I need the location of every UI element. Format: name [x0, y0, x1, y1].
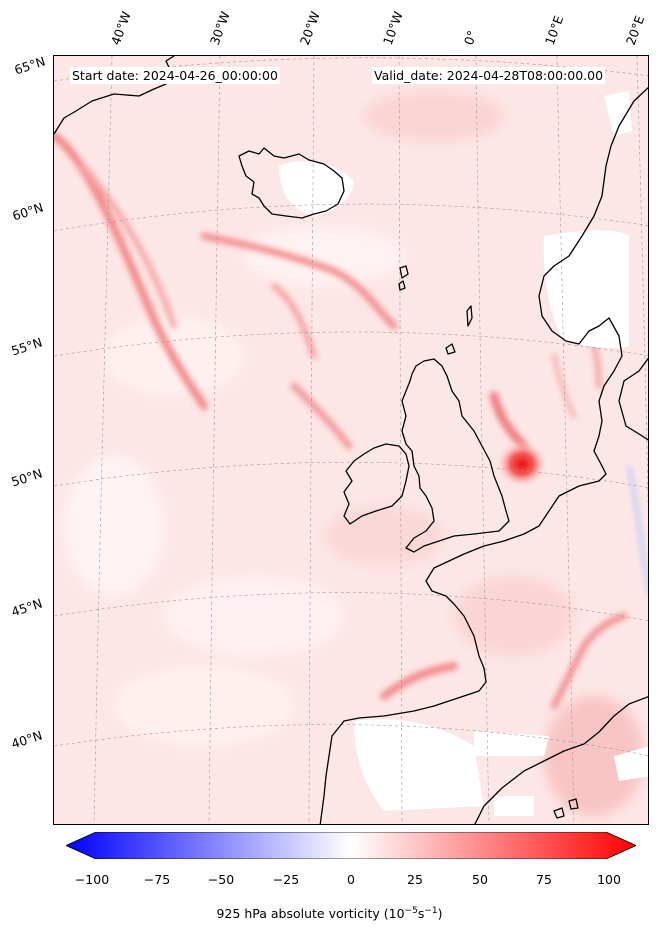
- start-date-label: Start date: 2024-04-26_00:00:00: [70, 67, 280, 84]
- coast-faroe: [398, 265, 409, 291]
- coast-islands: [553, 798, 579, 819]
- lat-label-50n: 50°N: [9, 465, 45, 490]
- colorbar-tick-neg50: −50: [207, 872, 235, 887]
- vorticity-field: [64, 91, 644, 816]
- vorticity-maximum: [496, 440, 548, 488]
- coast-mediterranean: [474, 696, 648, 824]
- vorticity-map: [53, 55, 649, 825]
- colorbar-tick-neg100: −100: [74, 872, 110, 887]
- lon-label-30w: 30°W: [206, 9, 233, 47]
- lat-label-45n: 45°N: [9, 595, 45, 620]
- coast-ireland: [343, 443, 410, 525]
- lon-label-40w: 40°W: [107, 9, 134, 47]
- colorbar-tick-50: 50: [472, 872, 488, 887]
- lat-label-60n: 60°N: [10, 199, 46, 224]
- coast-great-britain: [401, 358, 510, 553]
- colorbar-tick-0: 0: [347, 872, 355, 887]
- coastlines: [54, 56, 648, 824]
- lon-label-20e: 20°E: [622, 13, 648, 47]
- lat-label-55n: 55°N: [9, 334, 45, 359]
- map-canvas: [54, 56, 648, 824]
- lat-label-40n: 40°N: [9, 727, 45, 752]
- colorbar: [66, 832, 636, 859]
- colorbar-tick-25: 25: [407, 872, 423, 887]
- colorbar-tick-neg75: −75: [143, 872, 171, 887]
- lat-label-65n: 65°N: [12, 53, 48, 78]
- coast-iceland: [238, 147, 345, 219]
- lon-label-20w: 20°W: [296, 9, 323, 47]
- lon-label-10e: 10°E: [541, 13, 567, 47]
- colorbar-label: 925 hPa absolute vorticity (10−5s−1): [216, 906, 443, 922]
- coast-sweden: [618, 357, 648, 441]
- valid-date-label: Valid_date: 2024-04-28T08:00:00.00: [372, 67, 606, 84]
- colorbar-tick-100: 100: [597, 872, 621, 887]
- negative-vorticity-band: [626, 465, 648, 597]
- colorbar-tick-75: 75: [536, 872, 552, 887]
- coast-orkney: [445, 343, 456, 355]
- coast-europe: [319, 86, 648, 824]
- coast-shetland: [466, 305, 473, 327]
- blank-areas: [279, 91, 648, 816]
- lon-label-0: 0°: [460, 28, 480, 47]
- lon-label-10w: 10°W: [379, 9, 406, 47]
- colorbar-tick-neg25: −25: [272, 872, 300, 887]
- vorticity-streaks: [54, 132, 628, 710]
